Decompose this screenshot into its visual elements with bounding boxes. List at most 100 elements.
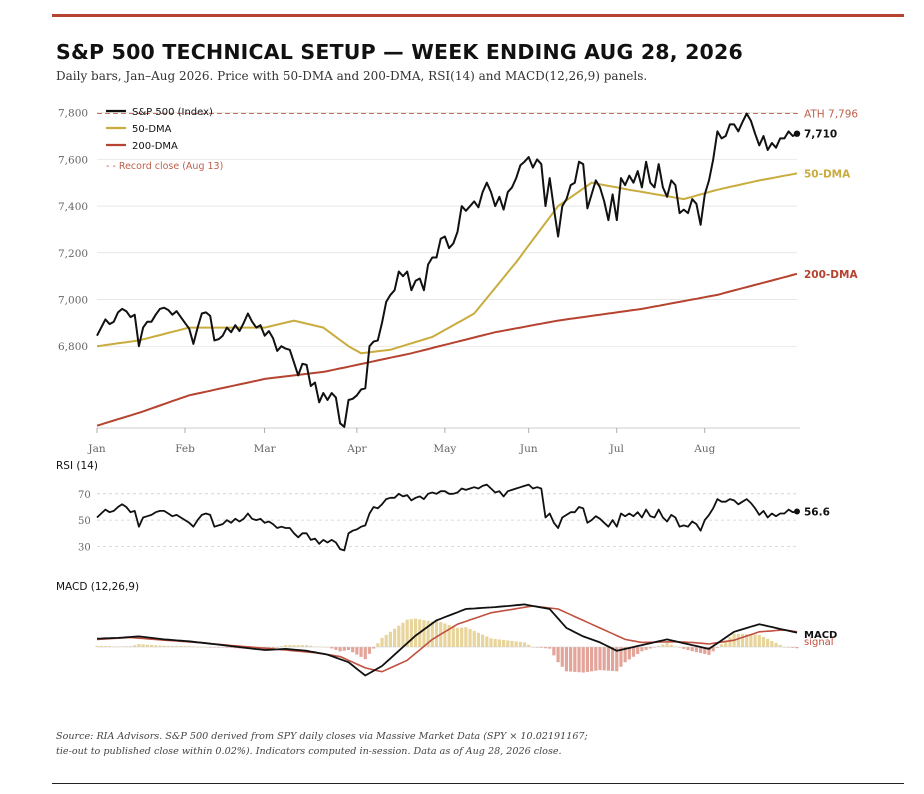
macd-histogram-bar (346, 647, 351, 651)
macd-histogram-bar (334, 647, 338, 650)
macd-histogram-bar (489, 638, 493, 647)
dma50-line (96, 172, 798, 355)
macd-histogram-bar (464, 627, 468, 647)
rsi-ytick-label: 30 (78, 542, 91, 553)
price-line (96, 112, 798, 428)
macd-histogram-bar (145, 644, 149, 647)
ath-label: ATH 7,796 (804, 109, 858, 121)
rsi-last-label: 56.6 (804, 506, 830, 518)
macd-histogram-bar (384, 634, 388, 647)
macd-histogram-bar (510, 640, 514, 647)
macd-histogram-bar (590, 647, 594, 672)
macd-histogram-bar (460, 627, 464, 647)
macd-histogram-bar (481, 634, 485, 647)
macd-histogram-bar (791, 647, 795, 648)
macd-histogram-bar (393, 628, 397, 647)
macd-histogram-bar (330, 647, 334, 649)
x-tick-label: Jan (87, 443, 105, 455)
macd-histogram-bar (380, 637, 384, 647)
macd-histogram-bar (636, 647, 640, 654)
x-tick-label: Mar (254, 443, 277, 455)
macd-histogram-bar (581, 647, 585, 673)
macd-histogram-bar (133, 645, 137, 647)
macd-histogram-bar (99, 645, 103, 647)
macd-histogram-bar (602, 647, 606, 671)
dma200-end-label: 200-DMA (804, 269, 858, 281)
rsi-last-marker (794, 508, 800, 515)
macd-histogram-bar (736, 633, 740, 647)
macd-histogram-bar (728, 637, 732, 647)
rsi-ytick-label: 70 (78, 490, 91, 501)
macd-histogram-bar (179, 645, 183, 647)
rsi-ytick-label: 50 (78, 516, 91, 527)
macd-histogram-bar (413, 618, 418, 647)
macd-histogram-bar (355, 647, 359, 655)
macd-histogram-bar (686, 647, 690, 651)
x-tick-label: Jun (519, 443, 538, 455)
macd-histogram-bar (367, 647, 372, 654)
macd-histogram-bar (552, 647, 556, 656)
legend-label-dma50: 50-DMA (132, 124, 172, 135)
macd-histogram-bar (661, 644, 665, 647)
price-ytick-label: 7,000 (58, 295, 88, 307)
macd-histogram-bar (795, 647, 799, 649)
macd-histogram-bar (518, 641, 522, 647)
macd-end-label: MACD (804, 630, 837, 641)
macd-histogram-bar (141, 644, 145, 647)
chart-title: S&P 500 TECHNICAL SETUP — WEEK ENDING AU… (56, 40, 743, 64)
macd-histogram-bar (338, 647, 342, 652)
macd-histogram-bar (284, 645, 288, 647)
x-tick-label: Feb (175, 443, 195, 455)
last-price-label: 7,710 (804, 129, 837, 141)
macd-histogram-bar (573, 647, 577, 672)
macd-histogram-bar (594, 647, 598, 671)
legend-label-dma200: 200-DMA (132, 141, 178, 152)
macd-histogram-bar (158, 645, 162, 647)
macd-histogram-bar (229, 647, 233, 648)
macd-histogram-bar (455, 627, 460, 647)
macd-histogram-bar (522, 642, 527, 647)
macd-histogram-bar (556, 647, 560, 663)
macd-histogram-bar (124, 646, 128, 647)
macd-histogram-bar (183, 646, 187, 647)
macd-histogram-bar (707, 647, 711, 655)
macd-histogram-bar (501, 639, 506, 647)
signal-end-label: signal (804, 637, 834, 648)
macd-histogram-bar (606, 647, 610, 671)
macd-histogram-bar (690, 647, 694, 652)
macd-histogram-bar (770, 640, 774, 647)
macd-histogram-bar (724, 640, 728, 647)
macd-histogram-bar (678, 647, 682, 648)
x-tick-label: Aug (693, 443, 715, 455)
macd-histogram-bar (627, 647, 631, 660)
macd-histogram-bar (778, 644, 782, 647)
macd-histogram-bar (107, 646, 112, 647)
macd-histogram-bar (619, 647, 623, 667)
dma200-line (96, 272, 798, 427)
macd-histogram-bar (539, 647, 543, 648)
macd-histogram-bar (154, 645, 158, 647)
macd-histogram-bar (430, 621, 434, 647)
macd-histogram-bar (719, 644, 724, 647)
price-ytick-label: 6,800 (58, 341, 88, 353)
macd-histogram-bar (313, 646, 317, 647)
macd-histogram-bar (640, 647, 644, 652)
macd-histogram-bar (766, 638, 770, 647)
macd-histogram-bar (103, 646, 107, 647)
price-ytick-label: 7,200 (58, 248, 88, 260)
bottom-rule (52, 783, 904, 784)
macd-histogram-bar (631, 647, 636, 657)
macd-histogram-bar (137, 644, 141, 647)
macd-histogram-bar (221, 647, 225, 648)
macd-histogram-bar (304, 645, 309, 647)
macd-histogram-bar (162, 645, 166, 647)
price-ytick-label: 7,800 (58, 108, 88, 120)
macd-histogram-bar (753, 634, 757, 647)
macd-histogram-bar (657, 645, 661, 647)
macd-histogram-bar (149, 644, 154, 647)
macd-histogram-bar (615, 647, 619, 672)
macd-histogram-bar (745, 634, 749, 647)
macd-histogram-bar (271, 647, 275, 649)
macd-histogram-bar (560, 647, 564, 667)
